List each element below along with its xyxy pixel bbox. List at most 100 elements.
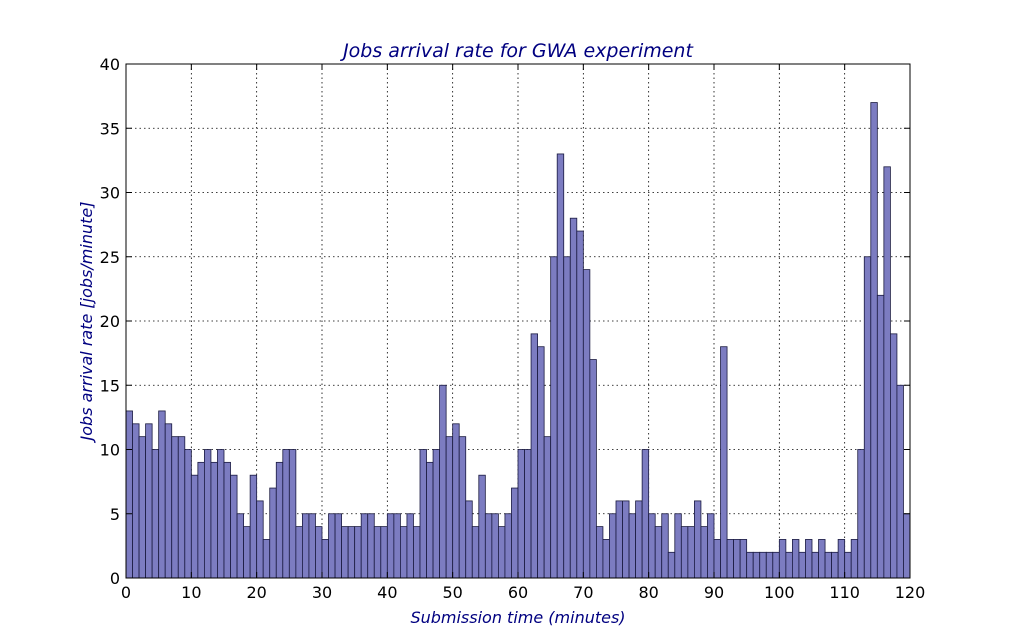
bar bbox=[341, 526, 349, 579]
bar bbox=[471, 526, 480, 579]
bar bbox=[465, 500, 473, 579]
bar bbox=[596, 526, 604, 579]
x-tick-label: 100 bbox=[764, 583, 795, 602]
bar bbox=[818, 539, 826, 579]
x-tick-label: 110 bbox=[829, 583, 860, 602]
bar bbox=[511, 487, 519, 579]
y-tick-label: 35 bbox=[100, 119, 120, 138]
bar bbox=[262, 539, 271, 579]
x-tick-labels: 0 10 20 30 40 50 60 70 80 90 100 110 120 bbox=[121, 583, 925, 602]
bar bbox=[746, 551, 754, 579]
bar bbox=[602, 539, 610, 579]
bar bbox=[654, 526, 663, 579]
bar bbox=[739, 539, 748, 579]
bar bbox=[373, 526, 382, 579]
bar bbox=[315, 526, 323, 579]
bars bbox=[125, 102, 911, 579]
bar bbox=[876, 294, 885, 579]
bar bbox=[367, 513, 375, 579]
bar bbox=[609, 513, 617, 579]
bar bbox=[556, 153, 565, 579]
bar bbox=[635, 500, 643, 579]
bar bbox=[811, 551, 819, 579]
bar bbox=[883, 166, 891, 579]
bar bbox=[223, 461, 231, 579]
bar bbox=[491, 513, 499, 579]
x-tick-label: 0 bbox=[121, 583, 131, 602]
bar bbox=[537, 346, 545, 579]
bar bbox=[831, 551, 839, 579]
bar bbox=[628, 513, 636, 579]
bar bbox=[648, 513, 656, 579]
bar bbox=[439, 384, 447, 579]
bar bbox=[177, 436, 186, 579]
bar bbox=[726, 539, 734, 579]
bar bbox=[171, 436, 179, 579]
bar bbox=[857, 449, 865, 579]
bar bbox=[197, 461, 205, 579]
x-tick-label: 80 bbox=[638, 583, 658, 602]
bar bbox=[863, 256, 872, 579]
bar bbox=[308, 513, 316, 579]
bar bbox=[184, 449, 192, 579]
bar bbox=[426, 461, 434, 579]
chart-title: Jobs arrival rate for GWA experiment bbox=[339, 40, 694, 62]
x-tick-label: 40 bbox=[377, 583, 397, 602]
y-tick-label: 0 bbox=[110, 569, 120, 588]
bar bbox=[334, 513, 343, 579]
y-tick-label: 40 bbox=[100, 55, 120, 74]
bar bbox=[158, 410, 166, 579]
y-tick-label: 10 bbox=[100, 441, 120, 460]
bar bbox=[151, 449, 160, 579]
bar bbox=[792, 539, 800, 579]
x-tick-label: 50 bbox=[442, 583, 462, 602]
bar bbox=[275, 461, 284, 579]
bar bbox=[667, 551, 676, 579]
x-tick-label: 120 bbox=[895, 583, 926, 602]
bar bbox=[413, 526, 421, 579]
bar bbox=[765, 551, 774, 579]
bar bbox=[733, 539, 741, 579]
bar bbox=[354, 526, 362, 579]
bar bbox=[582, 269, 591, 579]
bar bbox=[504, 513, 512, 579]
bar bbox=[138, 436, 146, 579]
y-tick-label: 30 bbox=[100, 184, 120, 203]
bar bbox=[785, 551, 793, 579]
bar bbox=[269, 487, 277, 579]
bar bbox=[837, 539, 846, 579]
bar bbox=[700, 526, 708, 579]
bar bbox=[406, 513, 414, 579]
bar bbox=[125, 410, 133, 579]
bar bbox=[720, 346, 728, 579]
bar bbox=[321, 539, 329, 579]
bar bbox=[132, 423, 140, 579]
y-tick-label: 15 bbox=[100, 376, 120, 395]
x-axis-label: Submission time (minutes) bbox=[410, 608, 625, 627]
bar bbox=[713, 539, 721, 579]
bar bbox=[661, 513, 669, 579]
bar bbox=[452, 423, 460, 579]
bar bbox=[870, 102, 878, 579]
bar bbox=[707, 513, 715, 579]
bar bbox=[217, 449, 225, 579]
bar bbox=[759, 551, 767, 579]
bar bbox=[347, 526, 356, 579]
bar bbox=[687, 526, 695, 579]
bar bbox=[903, 513, 911, 579]
bar bbox=[249, 474, 258, 579]
bar bbox=[458, 436, 467, 579]
y-axis-label: Jobs arrival rate [jobs/minute] bbox=[77, 202, 96, 444]
bar bbox=[203, 449, 212, 579]
bar bbox=[550, 256, 558, 579]
bar bbox=[282, 449, 290, 579]
bar bbox=[243, 526, 251, 579]
bar bbox=[530, 333, 538, 579]
bar bbox=[210, 461, 218, 579]
bar bbox=[295, 526, 303, 579]
bar bbox=[478, 474, 486, 579]
bar bbox=[524, 449, 532, 579]
bar bbox=[301, 513, 310, 579]
bar bbox=[615, 500, 623, 579]
